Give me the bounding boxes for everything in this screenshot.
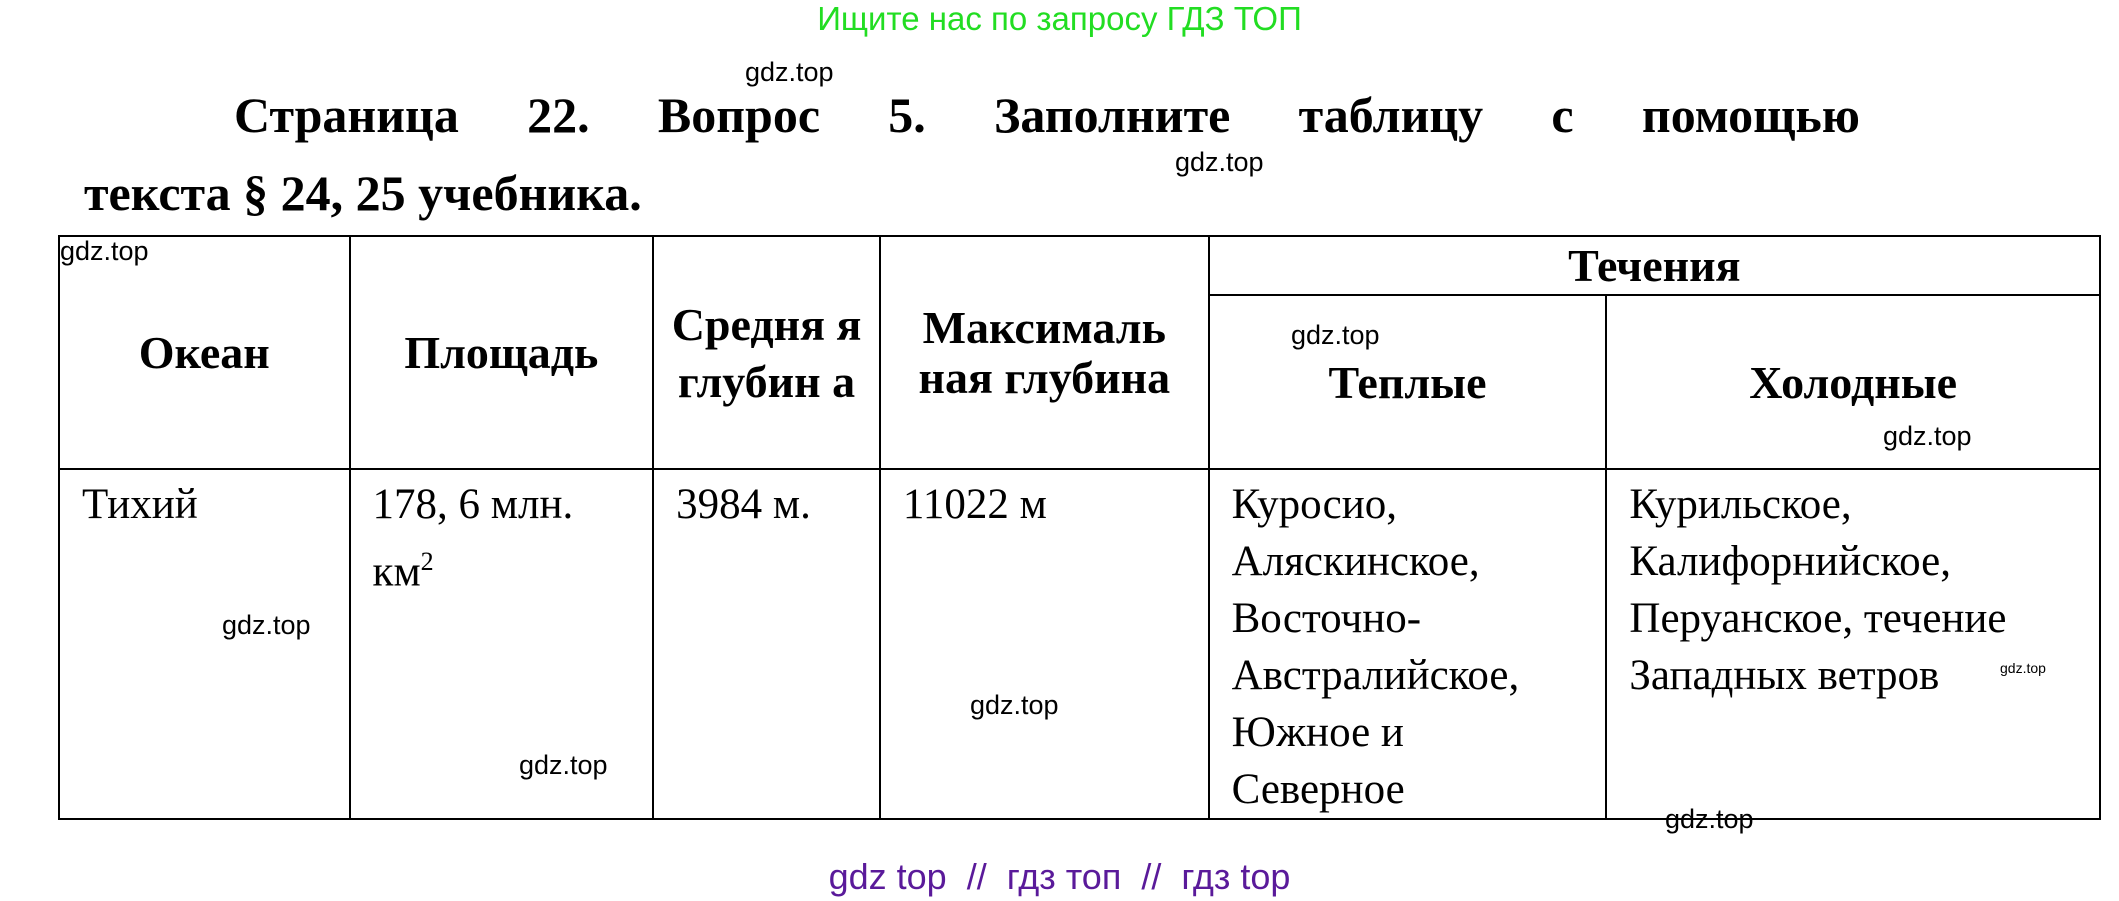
watermark: gdz.top [60,236,149,266]
cell-area: 178, 6 млн. км2 [348,468,655,820]
cell-ocean: Тихий [58,468,351,820]
cell-avg-depth: 3984 м. [652,468,881,820]
header-max-depth: Максималь ная глубина [878,235,1210,470]
header-avg-depth: Средня я глубин а [652,235,881,470]
cell-warm-currents: Куросио, Аляскинское, Восточно-Австралий… [1207,468,1608,820]
watermark: gdz.top [1175,147,1264,177]
header-currents: Течения [1207,235,2102,296]
watermark: gdz.top [222,610,311,640]
watermark: gdz.top [745,57,834,87]
watermark: gdz.top [519,750,608,780]
watermark: gdz.top [2000,660,2046,676]
header-ocean: Океан [58,235,351,470]
footer-links: gdz top // гдз топ // гдз top [828,856,1291,897]
cell-max-depth: 11022 м [878,468,1210,820]
watermark: gdz.top [970,690,1059,720]
table-row: Тихий 178, 6 млн. км2 3984 м. 11022 м Ку… [58,468,2101,820]
watermark: gdz.top [1291,320,1380,350]
area-unit-exponent: 2 [420,547,434,576]
header-warm: Теплые [1207,294,1608,470]
header-cold: Холодные [1605,294,2101,470]
oceans-table: Океан Площадь Средня я глубин а Максимал… [58,235,2102,820]
watermark: gdz.top [1665,804,1754,834]
search-banner: Ищите нас по запросу ГДЗ ТОП [817,0,1302,37]
header-area: Площадь [348,235,655,470]
page-title-line2: текста § 24, 25 учебника. [84,165,642,221]
page-title-line1: Страница 22. Вопрос 5. Заполните таблицу… [234,87,1860,143]
watermark: gdz.top [1883,421,1972,451]
area-value: 178, 6 млн. км [372,481,574,596]
cell-cold-currents: Курильское, Калифорнийское, Перуанское, … [1605,468,2101,820]
